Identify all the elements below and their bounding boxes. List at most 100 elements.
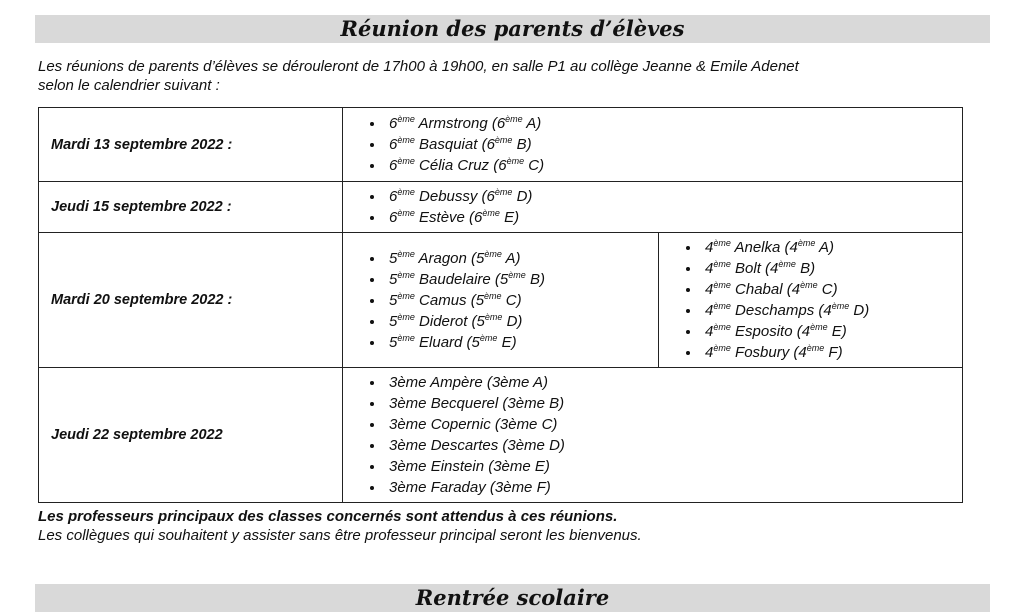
- text: Esposito (4: [730, 323, 811, 340]
- text: 4: [705, 323, 714, 340]
- class-item: 4ème Chabal (4ème C): [701, 279, 962, 300]
- superscript: ème: [713, 301, 731, 311]
- text: 3ème Einstein (3ème E): [389, 458, 550, 475]
- text: C): [817, 281, 838, 298]
- text: 3ème Ampère (3ème A): [389, 374, 548, 391]
- section-title: Rentrée scolaire: [35, 584, 990, 612]
- superscript: ème: [713, 238, 731, 248]
- class-item: 6ème Debussy (6ème D): [385, 186, 962, 207]
- section-title: Réunion des parents d’élèves: [35, 15, 990, 43]
- superscript: ème: [713, 259, 731, 269]
- date-cell: Jeudi 15 septembre 2022 :: [38, 181, 343, 233]
- class-item: 6ème Célia Cruz (6ème C): [385, 155, 962, 176]
- superscript: ème: [397, 114, 415, 124]
- class-item: 3ème Ampère (3ème A): [385, 372, 962, 393]
- text: E): [499, 209, 520, 226]
- text: 5: [389, 333, 398, 351]
- text: 6: [389, 209, 398, 226]
- text: 4: [705, 344, 714, 361]
- text: 3ème Copernic (3ème C): [389, 416, 558, 433]
- superscript: ème: [797, 238, 816, 248]
- text: 5: [389, 312, 398, 330]
- class-list: 3ème Ampère (3ème A) 3ème Becquerel (3ème…: [343, 368, 962, 502]
- class-item: 6ème Basquiat (6ème B): [385, 134, 962, 155]
- class-list: 5ème Aragon (5ème A)5ème Baudelaire (5èm…: [343, 244, 658, 357]
- text: 4: [705, 260, 714, 277]
- superscript: ème: [397, 290, 415, 301]
- classes-cell: 3ème Ampère (3ème A) 3ème Becquerel (3ème…: [342, 367, 963, 503]
- classes-cell: 5ème Aragon (5ème A)5ème Baudelaire (5èm…: [342, 232, 659, 368]
- note-bold: Les professeurs principaux des classes c…: [38, 508, 618, 525]
- text: Camus (5: [414, 291, 485, 309]
- text: D): [849, 302, 870, 319]
- class-list: 6ème Armstrong (6ème A)6ème Basquiat (6è…: [343, 109, 962, 180]
- text: Estève (6: [414, 209, 483, 226]
- text: 3ème Faraday (3ème F): [389, 479, 551, 496]
- text: Célia Cruz (6: [414, 157, 507, 174]
- intro-line: Les réunions de parents d’élèves se déro…: [38, 58, 799, 75]
- text: A): [522, 115, 542, 132]
- class-item: 3ème Becquerel (3ème B): [385, 393, 962, 414]
- text: 6: [389, 115, 398, 132]
- text: 4: [705, 281, 714, 298]
- superscript: ème: [494, 187, 513, 197]
- superscript: ème: [397, 135, 415, 145]
- superscript: ème: [397, 248, 415, 259]
- date-cell: Mardi 13 septembre 2022 :: [38, 107, 343, 182]
- text: Debussy (6: [414, 188, 495, 205]
- text: 6: [389, 136, 398, 153]
- schedule-row: Jeudi 15 septembre 2022 :6ème Debussy (6…: [38, 181, 963, 233]
- text: C): [524, 157, 545, 174]
- superscript: ème: [397, 156, 415, 166]
- superscript: ème: [484, 290, 502, 301]
- superscript: ème: [397, 269, 415, 280]
- page: Réunion des parents d’élèves Les réunion…: [0, 0, 1024, 596]
- schedule-table: Mardi 13 septembre 2022 :6ème Armstrong …: [38, 107, 963, 503]
- text: Eluard (5: [414, 333, 480, 351]
- superscript: ème: [482, 208, 500, 218]
- superscript: ème: [397, 208, 415, 218]
- text: 5: [389, 249, 398, 267]
- text: 6: [389, 188, 398, 205]
- superscript: ème: [484, 248, 502, 259]
- date: Jeudi 15 septembre 2022 :: [51, 199, 232, 215]
- superscript: ème: [494, 135, 513, 145]
- date-cell: Mardi 20 septembre 2022 :: [38, 232, 343, 368]
- superscript: ème: [397, 187, 415, 197]
- text: 3ème Becquerel (3ème B): [389, 395, 565, 412]
- classes-cell: 6ème Armstrong (6ème A)6ème Basquiat (6è…: [342, 107, 963, 182]
- text: D): [512, 188, 533, 205]
- superscript: ème: [831, 301, 850, 311]
- superscript: ème: [506, 156, 525, 166]
- date: Mardi 20 septembre 2022 :: [51, 292, 233, 308]
- text: D): [502, 312, 523, 330]
- superscript: ème: [806, 343, 825, 353]
- text: B): [525, 270, 545, 288]
- text: A): [815, 239, 834, 256]
- text: 4: [705, 302, 714, 319]
- text: 5: [389, 291, 398, 309]
- class-item: 5ème Baudelaire (5ème B): [385, 269, 658, 290]
- superscript: ème: [810, 322, 828, 332]
- text: Anelka (4: [730, 239, 798, 256]
- class-item: 6ème Armstrong (6ème A): [385, 113, 962, 134]
- superscript: ème: [713, 280, 731, 290]
- text: Armstrong (6: [414, 115, 506, 132]
- text: 5: [389, 270, 398, 288]
- class-item: 4ème Bolt (4ème B): [701, 258, 962, 279]
- text: Diderot (5: [414, 312, 485, 330]
- text: F): [824, 344, 843, 361]
- class-item: 3ème Faraday (3ème F): [385, 477, 962, 498]
- text: B): [512, 136, 532, 153]
- classes-cell: 6ème Debussy (6ème D)6ème Estève (6ème E…: [342, 181, 963, 233]
- intro-line: selon le calendrier suivant :: [38, 77, 220, 94]
- text: Aragon (5: [414, 249, 485, 267]
- schedule-row: Mardi 20 septembre 2022 :5ème Aragon (5è…: [38, 232, 963, 368]
- schedule-row: Mardi 13 septembre 2022 :6ème Armstrong …: [38, 107, 963, 182]
- schedule-row: Jeudi 22 septembre 2022 3ème Ampère (3ème…: [38, 367, 963, 503]
- class-item: 4ème Esposito (4ème E): [701, 321, 962, 342]
- superscript: ème: [397, 332, 415, 343]
- class-item: 4ème Deschamps (4ème D): [701, 300, 962, 321]
- class-item: 5ème Eluard (5ème E): [385, 332, 658, 353]
- superscript: ème: [479, 332, 498, 343]
